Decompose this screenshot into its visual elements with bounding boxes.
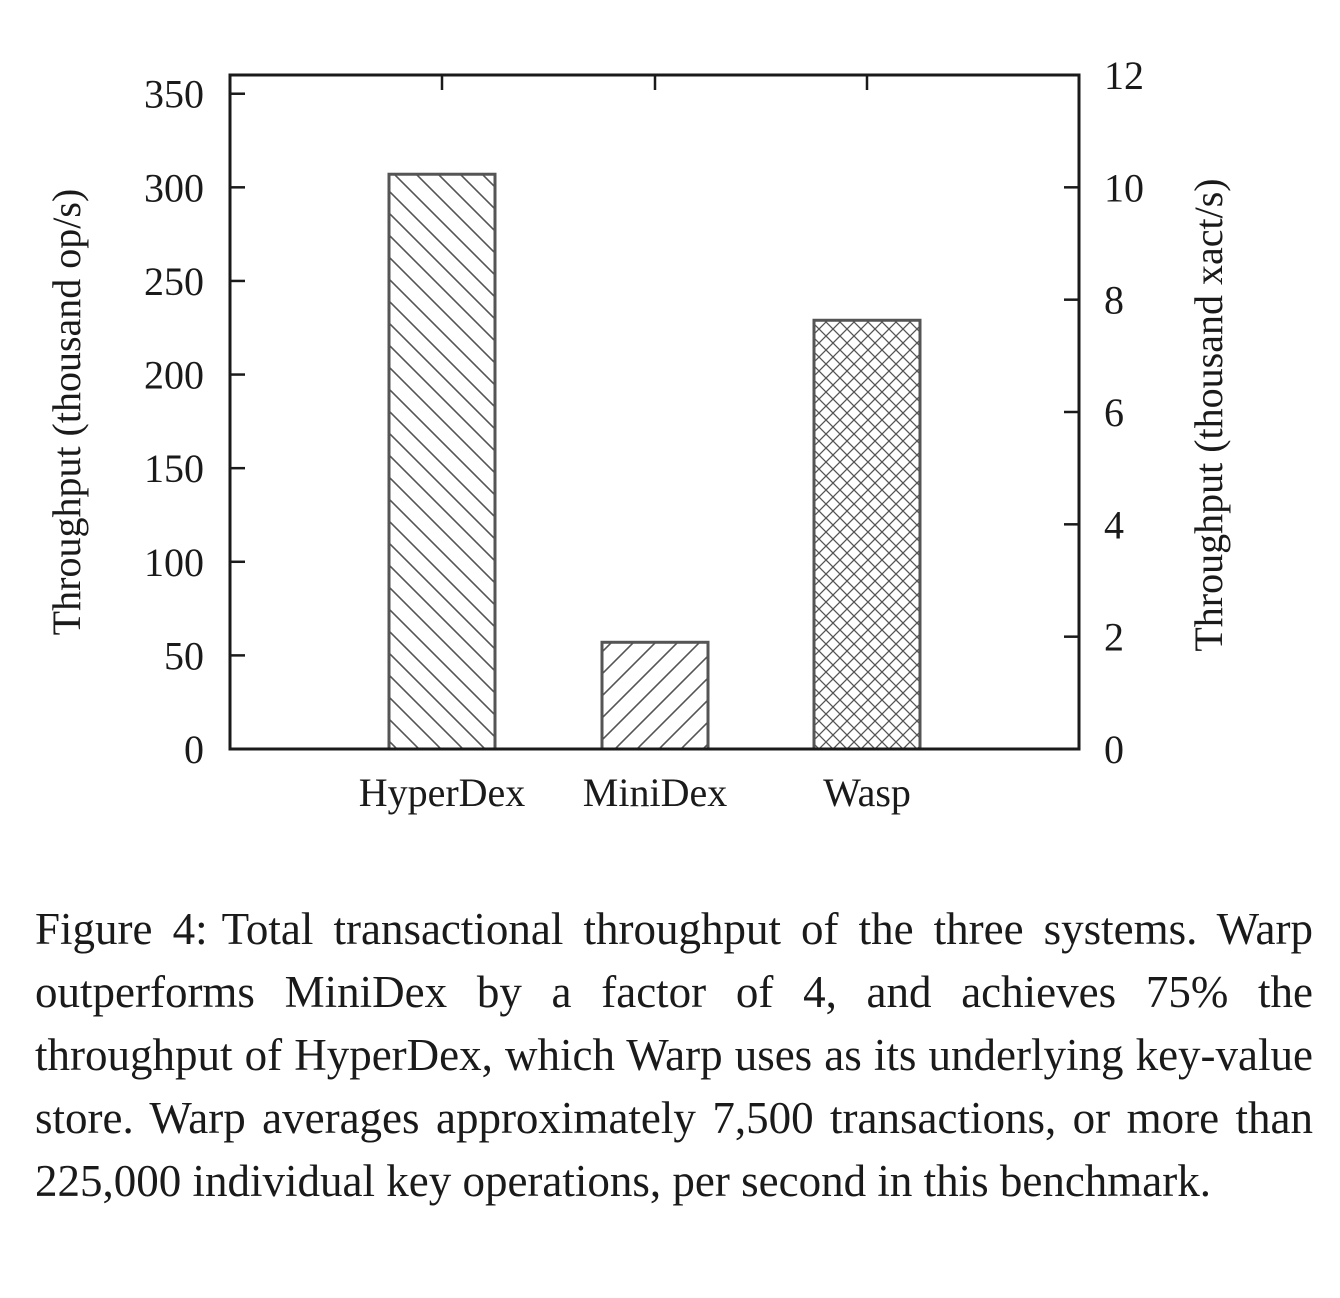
caption-label: Figure 4:: [35, 904, 208, 954]
y-tick-label: 250: [144, 259, 204, 304]
y-tick-label: 50: [164, 633, 204, 678]
y2-tick-label: 8: [1104, 278, 1124, 323]
y-tick-label: 100: [144, 540, 204, 585]
caption-text: Total transactional throughput of the th…: [35, 904, 1313, 1206]
bar-wasp: [812, 318, 922, 751]
right-axis: 0 2 4 6 8 10 12: [1064, 53, 1144, 772]
left-axis: 0 50 100 150 200 250 300 350: [144, 72, 245, 772]
x-axis: HyperDex MiniDex Wasp: [359, 75, 911, 815]
y2-axis-label: Throughput (thousand xact/s): [1186, 178, 1231, 651]
bars-layer: [387, 172, 922, 751]
y2-tick-label: 0: [1104, 727, 1124, 772]
x-tick-label: MiniDex: [583, 770, 727, 815]
y-tick-label: 0: [184, 727, 204, 772]
y2-tick-label: 10: [1104, 165, 1144, 210]
y2-tick-label: 4: [1104, 502, 1124, 547]
y2-tick-label: 6: [1104, 390, 1124, 435]
y2-tick-label: 2: [1104, 615, 1124, 660]
throughput-bar-chart: 0 50 100 150 200 250 300 350 0 2 4 6 8 10 12 HyperDex…: [44, 53, 1231, 815]
y-tick-label: 300: [144, 165, 204, 210]
x-tick-label: HyperDex: [359, 770, 526, 815]
x-tick-label: Wasp: [823, 770, 911, 815]
bar-hyperdex: [387, 172, 497, 751]
y-axis-label: Throughput (thousand op/s): [44, 189, 89, 636]
y-tick-label: 150: [144, 446, 204, 491]
y-tick-label: 200: [144, 353, 204, 398]
bar-minidex: [600, 640, 710, 751]
y2-tick-label: 12: [1104, 53, 1144, 98]
y-tick-label: 350: [144, 72, 204, 117]
figure-caption: Figure 4: Total transactional throughput …: [35, 898, 1313, 1213]
